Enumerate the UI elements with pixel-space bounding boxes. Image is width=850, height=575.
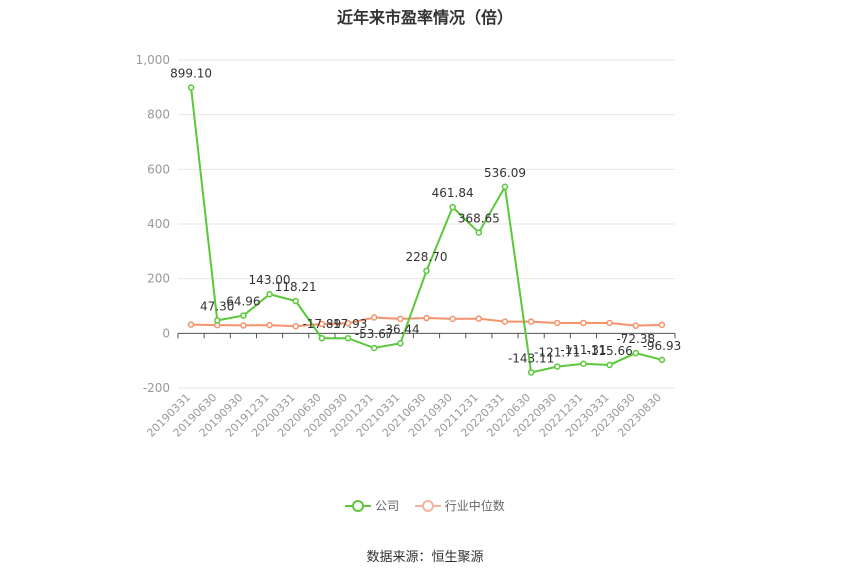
industry-point: [187, 321, 195, 328]
data-label: -36.44: [381, 322, 420, 336]
y-tick-label: 1,000: [136, 53, 170, 67]
industry-point: [266, 321, 273, 329]
industry-point: [240, 322, 247, 329]
industry-point: [554, 319, 561, 327]
data-label: -115.66: [586, 344, 632, 358]
line-chart: 1,0008006004002000-200201903312019063020…: [136, 53, 682, 440]
company-point: [501, 183, 509, 191]
company-point: [658, 356, 666, 364]
industry-point: [658, 321, 666, 329]
legend-line-icon: [414, 499, 441, 512]
data-source: 数据来源：恒生聚源: [366, 550, 484, 565]
company-point: [187, 84, 195, 91]
industry-point: [632, 322, 640, 329]
data-label: 228.70: [406, 250, 448, 264]
industry-point: [397, 315, 404, 323]
company-point: [554, 363, 561, 370]
company-point: [449, 203, 456, 211]
data-label: -53.67: [355, 327, 394, 341]
industry-point: [423, 314, 430, 322]
company-point: [475, 229, 483, 236]
y-tick-label: 600: [147, 162, 170, 176]
company-point: [318, 334, 326, 342]
legend-label-industry: 行业中位数: [444, 499, 505, 513]
data-label: 64.96: [226, 295, 260, 309]
data-label: 47.30: [200, 299, 234, 313]
company-point: [580, 360, 587, 368]
legend-item-industry[interactable]: 行业中位数: [414, 497, 505, 514]
data-label: -17.89: [303, 317, 342, 331]
data-label: -72.38: [616, 332, 655, 346]
industry-point: [606, 319, 613, 327]
legend-item-company[interactable]: 公司: [345, 497, 399, 514]
y-tick-label: 400: [147, 217, 170, 231]
company-point: [344, 334, 352, 342]
y-tick-label: 0: [162, 326, 170, 340]
company-point: [397, 340, 404, 347]
legend-label-company: 公司: [375, 499, 400, 513]
company-point: [527, 369, 535, 376]
data-label: 368.65: [458, 212, 500, 226]
data-label: 143.00: [249, 273, 291, 287]
industry-point: [449, 315, 456, 323]
industry-point: [292, 322, 299, 330]
series-line-company: [190, 87, 663, 374]
data-label: -121.71: [534, 346, 580, 360]
company-point: [423, 267, 430, 275]
industry-point: [344, 319, 352, 327]
data-label: -143.11: [508, 351, 554, 365]
data-label: -96.93: [643, 339, 682, 353]
data-label: 461.84: [432, 186, 474, 200]
data-label: 118.21: [275, 280, 317, 294]
data-label: -17.93: [329, 317, 368, 331]
y-tick-label: 800: [147, 108, 170, 122]
chart-title: 近年来市盈率情况（倍）: [336, 8, 513, 27]
industry-point: [501, 318, 509, 325]
industry-point: [527, 318, 535, 325]
data-label: 536.09: [484, 166, 526, 180]
y-tick-label: -200: [143, 381, 170, 395]
company-point: [632, 349, 640, 357]
company-point: [370, 344, 378, 352]
company-point: [292, 297, 299, 305]
data-label: 899.10: [170, 67, 212, 81]
industry-point: [370, 314, 378, 321]
company-point: [240, 312, 247, 319]
company-point: [213, 317, 221, 324]
industry-point: [318, 320, 326, 328]
y-tick-label: 200: [147, 272, 170, 286]
legend-line-icon: [345, 499, 372, 512]
legend: 公司 行业中位数: [0, 497, 850, 514]
data-label: -111.31: [560, 343, 606, 357]
company-point: [606, 361, 613, 369]
company-point: [266, 290, 273, 298]
industry-point: [475, 315, 483, 322]
industry-point: [580, 319, 587, 327]
